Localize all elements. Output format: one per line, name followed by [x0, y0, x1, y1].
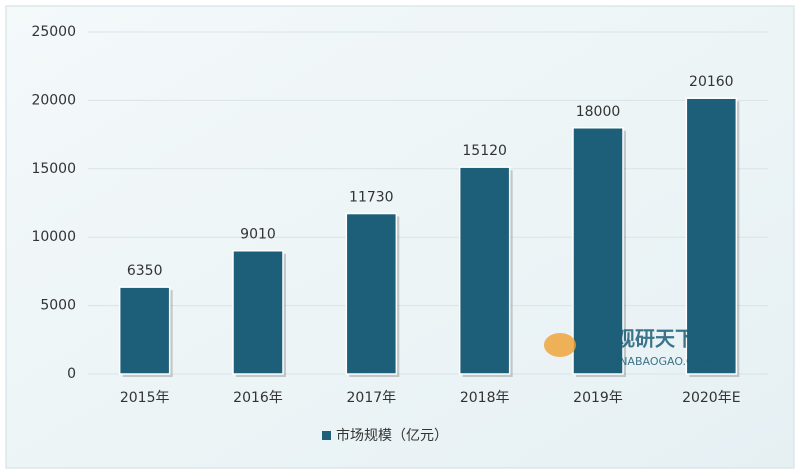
y-tick-label: 5000 — [40, 298, 76, 314]
y-tick-label: 25000 — [31, 24, 76, 40]
x-tick-label: 2016年 — [233, 390, 283, 406]
bar — [118, 286, 171, 375]
legend-swatch — [322, 431, 331, 440]
value-label: 15120 — [462, 143, 507, 159]
value-label: 11730 — [349, 190, 394, 206]
x-tick-label: 2018年 — [460, 390, 510, 406]
x-tick-label: 2015年 — [120, 390, 170, 406]
watermark-logo — [544, 333, 576, 357]
x-tick-label: 2019年 — [573, 390, 623, 406]
bar — [572, 127, 624, 375]
value-label: 20160 — [689, 74, 734, 90]
watermark-title: 观研天下 — [615, 327, 695, 351]
y-tick-label: 15000 — [31, 161, 76, 177]
y-tick-label: 10000 — [31, 229, 76, 245]
value-label: 9010 — [240, 227, 276, 243]
bar — [232, 249, 284, 375]
legend-label: 市场规模（亿元） — [336, 427, 448, 444]
bar — [685, 97, 738, 375]
x-tick-label: 2020年E — [682, 390, 740, 406]
watermark-url: CHINABAOGAO.COM — [600, 355, 712, 368]
y-tick-label: 20000 — [31, 92, 76, 108]
x-tick-label: 2017年 — [347, 390, 397, 406]
y-tick-label: 0 — [67, 366, 76, 382]
bar — [458, 166, 511, 375]
value-label: 18000 — [576, 104, 621, 120]
value-label: 6350 — [127, 263, 163, 279]
bar — [345, 212, 398, 375]
